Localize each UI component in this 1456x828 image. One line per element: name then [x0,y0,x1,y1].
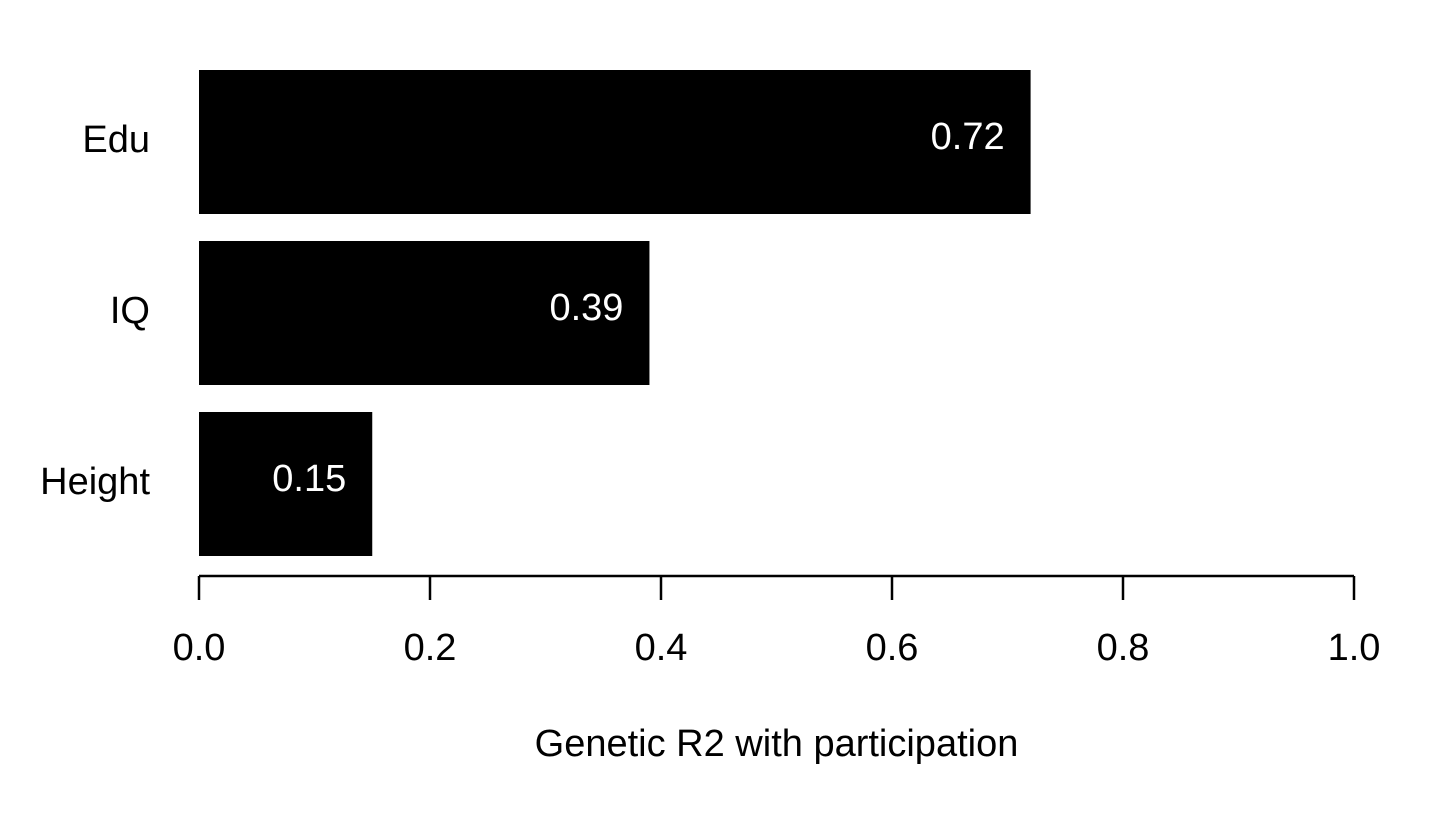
x-tick-label-2: 0.4 [635,627,688,669]
bar-height [199,412,373,556]
bar-value-label-height: 0.15 [272,458,346,500]
category-labels: Edu IQ Height [40,119,150,503]
x-axis-title: Genetic R2 with participation [535,723,1019,765]
bar-value-labels: 0.72 0.39 0.15 [272,116,1004,500]
bar-value-label-iq: 0.39 [549,287,623,329]
category-label-height: Height [40,461,150,503]
bars-layer [199,70,1031,556]
x-tick-label-3: 0.6 [866,627,919,669]
x-tick-label-0: 0.0 [173,627,226,669]
x-tick-label-5: 1.0 [1328,627,1381,669]
x-axis-ticks [197,576,1356,600]
bar-iq [199,241,650,385]
bar-edu [199,70,1031,214]
x-axis-tick-labels: 0.0 0.2 0.4 0.6 0.8 1.0 [173,627,1381,669]
category-label-iq: IQ [110,290,150,332]
category-label-edu: Edu [82,119,150,161]
x-tick-label-1: 0.2 [404,627,457,669]
bar-value-label-edu: 0.72 [931,116,1005,158]
x-tick-label-4: 0.8 [1097,627,1150,669]
